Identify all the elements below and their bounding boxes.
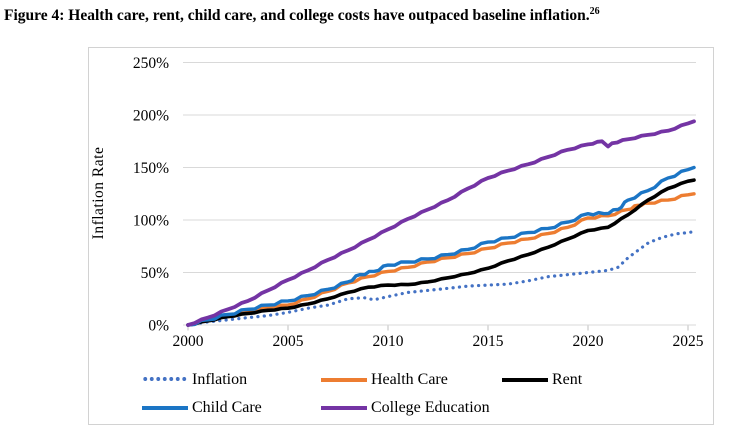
legend-label-rent: Rent: [552, 371, 583, 388]
y-tick-label: 150%: [133, 160, 169, 177]
x-tick-label: 2015: [473, 333, 504, 350]
x-tick-label: 2010: [373, 333, 404, 350]
y-axis-title: Inflation Rate: [90, 147, 107, 240]
y-tick-label: 250%: [133, 55, 169, 72]
figure-title: Figure 4: Health care, rent, child care,…: [4, 6, 741, 25]
x-tick-label: 2025: [673, 333, 704, 350]
series-line-child-care: [186, 165, 696, 327]
y-tick-label: 0%: [148, 318, 169, 335]
y-tick-label: 100%: [133, 213, 169, 230]
series-line-health-care: [186, 192, 696, 327]
legend-swatch-child-care: [142, 406, 188, 410]
legend-swatch-college-education: [321, 406, 367, 410]
legend-label-child-care: Child Care: [192, 399, 262, 416]
footnote-reference: 26: [589, 6, 600, 17]
y-tick-label: 200%: [133, 108, 169, 125]
figure-title-text: Figure 4: Health care, rent, child care,…: [4, 7, 590, 25]
series-line-college-education: [186, 119, 696, 327]
x-tick-label: 2000: [173, 333, 204, 350]
x-tick-label: 2020: [573, 333, 604, 350]
x-tick-label: 2005: [273, 333, 304, 350]
chart-frame: [88, 47, 714, 425]
series-line-inflation: [186, 230, 696, 327]
legend-swatch-health-care: [321, 378, 367, 382]
legend-swatch-rent: [502, 378, 548, 382]
legend-label-health-care: Health Care: [371, 371, 448, 388]
legend-label-college-education: College Education: [371, 399, 490, 416]
legend-label-inflation: Inflation: [192, 371, 248, 388]
y-tick-label: 50%: [141, 265, 170, 282]
legend-swatch-inflation: [142, 376, 188, 382]
series-line-rent: [186, 178, 696, 327]
